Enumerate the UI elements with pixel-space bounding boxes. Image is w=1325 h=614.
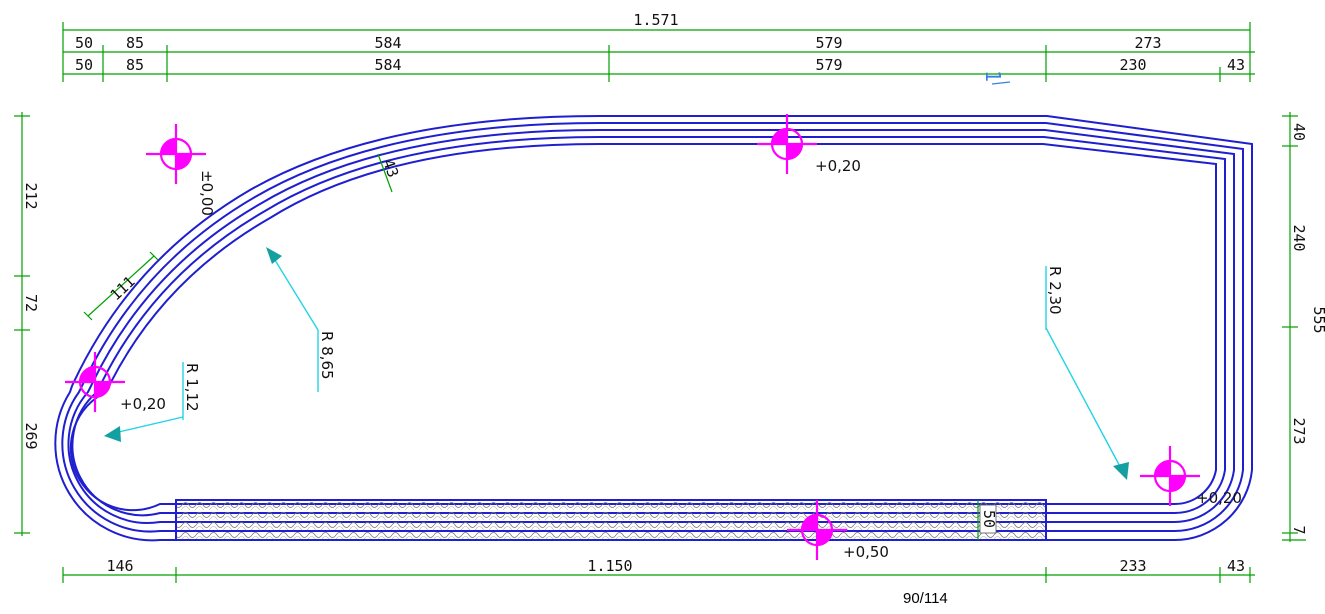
level-left-label: +0,20 bbox=[120, 395, 166, 413]
radius-large: R 8,65 bbox=[266, 247, 336, 392]
dim-top-a5: 273 bbox=[1134, 34, 1161, 52]
dim-bottom-4: 43 bbox=[1227, 557, 1245, 575]
radius-large-label: R 8,65 bbox=[318, 331, 336, 380]
dim-right-1: 40 bbox=[1290, 123, 1308, 141]
right-dimensions: 40 240 273 7 555 bbox=[1282, 112, 1325, 542]
dim-left-3: 269 bbox=[22, 422, 40, 449]
bar-height-label: 50 bbox=[980, 510, 998, 528]
hatched-bar: 50 bbox=[175, 499, 1047, 541]
level-marker-right: +0,20 bbox=[1140, 446, 1242, 507]
dim-top-b5: 230 bbox=[1119, 56, 1146, 74]
dim-top-a2: 85 bbox=[126, 34, 144, 52]
level-marker-bottom: +0,50 bbox=[787, 500, 889, 561]
dim-right-overall: 555 bbox=[1310, 306, 1325, 333]
radius-right-label: R 2,30 bbox=[1046, 266, 1064, 315]
bottom-dimensions: 146 1.150 233 43 bbox=[62, 557, 1255, 583]
dim-right-4: 7 bbox=[1290, 525, 1308, 534]
dim-diagonal: 111 bbox=[107, 273, 139, 305]
level-marker-top: +0,20 bbox=[757, 114, 861, 175]
dim-top-b1: 50 bbox=[75, 56, 93, 74]
top-dimensions: 1.571 50 85 584 579 273 50 85 584 579 23… bbox=[62, 11, 1255, 82]
track-lanes bbox=[54, 115, 1253, 542]
dim-track-width: 43 bbox=[379, 157, 402, 180]
dim-top-a3: 584 bbox=[374, 34, 401, 52]
dim-top-b3: 584 bbox=[374, 56, 401, 74]
dim-bottom-3: 233 bbox=[1119, 557, 1146, 575]
dim-left-1: 212 bbox=[22, 182, 40, 209]
north-arrow: 1 bbox=[981, 70, 1011, 85]
level-origin-label: ±0,00 bbox=[198, 170, 216, 216]
dim-top-total: 1.571 bbox=[633, 11, 678, 29]
level-marker-origin: ±0,00 bbox=[146, 124, 216, 216]
dim-right-3: 273 bbox=[1290, 417, 1308, 444]
left-dimensions: 212 72 269 bbox=[14, 112, 40, 536]
dim-top-b6: 43 bbox=[1227, 56, 1245, 74]
dim-top-b2: 85 bbox=[126, 56, 144, 74]
radius-right: R 2,30 bbox=[1045, 266, 1129, 480]
dim-top-a4: 579 bbox=[815, 34, 842, 52]
svg-text:1: 1 bbox=[981, 70, 1005, 82]
dim-bottom-2: 1.150 bbox=[587, 557, 632, 575]
level-right-label: +0,20 bbox=[1196, 489, 1242, 507]
dim-top-b4: 579 bbox=[815, 56, 842, 74]
radius-left-label: R 1,12 bbox=[183, 363, 201, 412]
dim-bottom-1: 146 bbox=[106, 557, 133, 575]
dim-left-2: 72 bbox=[22, 294, 40, 312]
level-marker-left: +0,20 bbox=[65, 352, 166, 413]
level-top-label: +0,20 bbox=[815, 157, 861, 175]
radius-left: R 1,12 bbox=[104, 362, 201, 442]
page-number: 90/114 bbox=[903, 590, 948, 607]
dim-top-a1: 50 bbox=[75, 34, 93, 52]
level-bottom-label: +0,50 bbox=[843, 543, 889, 561]
dim-right-2: 240 bbox=[1290, 224, 1308, 251]
